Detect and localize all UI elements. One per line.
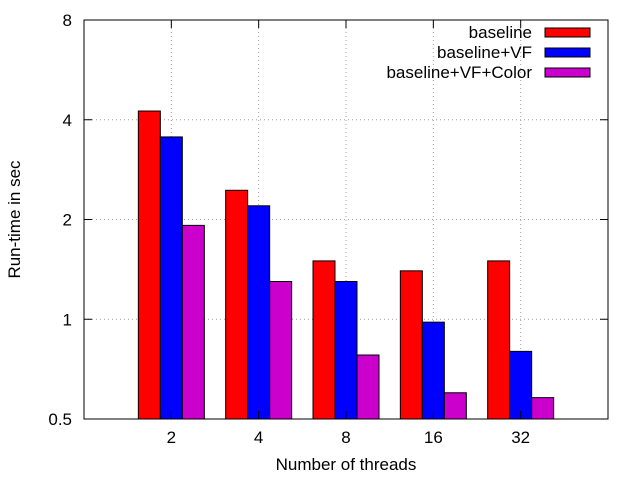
bar-baseline-vf-color-8 — [356, 354, 380, 420]
y-axis-label: Run-time in sec — [5, 160, 24, 279]
legend-swatch — [544, 47, 591, 58]
y-tick-label: 8 — [63, 11, 72, 30]
x-axis-label: Number of threads — [276, 455, 417, 474]
legend-label: baseline+VF — [437, 43, 532, 62]
x-tick-label: 2 — [167, 428, 176, 447]
bar-baseline-vf-16 — [421, 321, 445, 420]
legend-label: baseline — [469, 23, 532, 42]
legend-swatch — [544, 67, 591, 78]
bar-baseline-vf-4 — [247, 205, 271, 420]
x-tick-label: 32 — [511, 428, 530, 447]
bar-baseline-8 — [312, 260, 336, 420]
bar-baseline-vf-32 — [509, 350, 533, 420]
bar-baseline-32 — [487, 260, 511, 420]
bar-baseline-vf-8 — [334, 280, 358, 420]
y-tick-label: 4 — [63, 111, 72, 130]
bar-baseline-vf-color-32 — [531, 397, 555, 420]
legend-label: baseline+VF+Color — [386, 63, 532, 82]
bar-baseline-vf-2 — [159, 136, 183, 420]
bar-baseline-vf-color-16 — [443, 392, 467, 420]
ticks-layer: 0.5 1 2 4 8 2 4 8 16 32 — [48, 11, 608, 447]
bar-baseline-16 — [399, 270, 423, 420]
y-tick-label: 1 — [63, 310, 72, 329]
legend-swatch — [544, 27, 591, 38]
x-tick-label: 8 — [341, 428, 350, 447]
bar-baseline-4 — [225, 189, 249, 420]
bar-baseline-2 — [137, 110, 161, 420]
y-tick-label: 2 — [63, 211, 72, 230]
bars-layer — [137, 110, 555, 420]
bar-baseline-vf-color-4 — [269, 280, 293, 420]
x-tick-label: 4 — [254, 428, 263, 447]
y-tick-label: 0.5 — [48, 410, 72, 429]
x-tick-label: 16 — [424, 428, 443, 447]
bar-baseline-vf-color-2 — [181, 224, 205, 420]
